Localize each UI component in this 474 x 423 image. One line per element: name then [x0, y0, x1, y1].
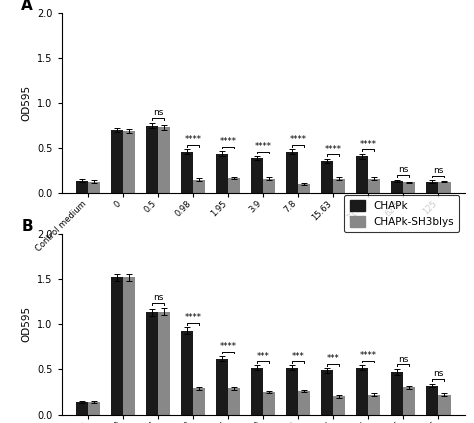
Bar	[228, 178, 240, 193]
Bar	[88, 402, 100, 415]
Text: ****: ****	[219, 137, 237, 146]
Bar	[263, 179, 275, 193]
Bar	[426, 386, 438, 415]
Bar	[181, 330, 193, 415]
Bar	[193, 388, 205, 415]
Bar	[286, 152, 298, 193]
Text: ****: ****	[290, 135, 307, 144]
Text: ***: ***	[257, 352, 269, 360]
Bar	[286, 368, 298, 415]
Bar	[193, 180, 205, 193]
Bar	[321, 370, 333, 415]
Bar	[403, 387, 416, 415]
Bar	[181, 152, 193, 193]
Bar	[333, 179, 346, 193]
Bar	[426, 181, 438, 193]
Bar	[123, 131, 135, 193]
Bar	[321, 161, 333, 193]
Text: ****: ****	[255, 142, 272, 151]
Bar	[356, 156, 368, 193]
Bar	[216, 154, 228, 193]
Text: ns: ns	[433, 166, 444, 175]
Text: B: B	[21, 220, 33, 234]
Bar	[110, 130, 123, 193]
Text: ns: ns	[398, 165, 409, 174]
Bar	[391, 181, 403, 193]
Text: ****: ****	[184, 135, 201, 144]
Text: ns: ns	[398, 355, 409, 364]
Text: ****: ****	[219, 342, 237, 351]
Text: ns: ns	[153, 108, 163, 117]
Bar	[146, 126, 158, 193]
Bar	[251, 158, 263, 193]
Bar	[356, 368, 368, 415]
Text: ****: ****	[325, 145, 342, 154]
Text: ****: ****	[184, 313, 201, 322]
Bar	[158, 127, 170, 193]
X-axis label: Concentration of enzyme (µg/ml): Concentration of enzyme (µg/ml)	[160, 259, 366, 269]
Bar	[110, 277, 123, 415]
Text: A: A	[21, 0, 33, 13]
Text: ns: ns	[153, 293, 163, 302]
Bar	[391, 372, 403, 415]
Bar	[263, 392, 275, 415]
Legend: CHAPk, CHAPk-SH3blys: CHAPk, CHAPk-SH3blys	[344, 195, 459, 232]
Bar	[228, 388, 240, 415]
Bar	[251, 368, 263, 415]
Text: ns: ns	[433, 369, 444, 378]
Bar	[438, 395, 450, 415]
Y-axis label: OD595: OD595	[22, 306, 32, 342]
Bar	[333, 396, 346, 415]
Bar	[368, 395, 381, 415]
Bar	[158, 312, 170, 415]
Bar	[216, 359, 228, 415]
Bar	[298, 391, 310, 415]
Text: ****: ****	[360, 351, 377, 360]
Bar	[298, 184, 310, 193]
Text: ****: ****	[360, 140, 377, 149]
Y-axis label: OD595: OD595	[22, 85, 32, 121]
Bar	[76, 181, 88, 193]
Bar	[146, 313, 158, 415]
Text: ***: ***	[292, 352, 304, 360]
Bar	[76, 402, 88, 415]
Bar	[368, 179, 381, 193]
Bar	[88, 181, 100, 193]
Bar	[438, 181, 450, 193]
Bar	[123, 277, 135, 415]
Bar	[403, 182, 416, 193]
Text: ***: ***	[327, 354, 339, 363]
